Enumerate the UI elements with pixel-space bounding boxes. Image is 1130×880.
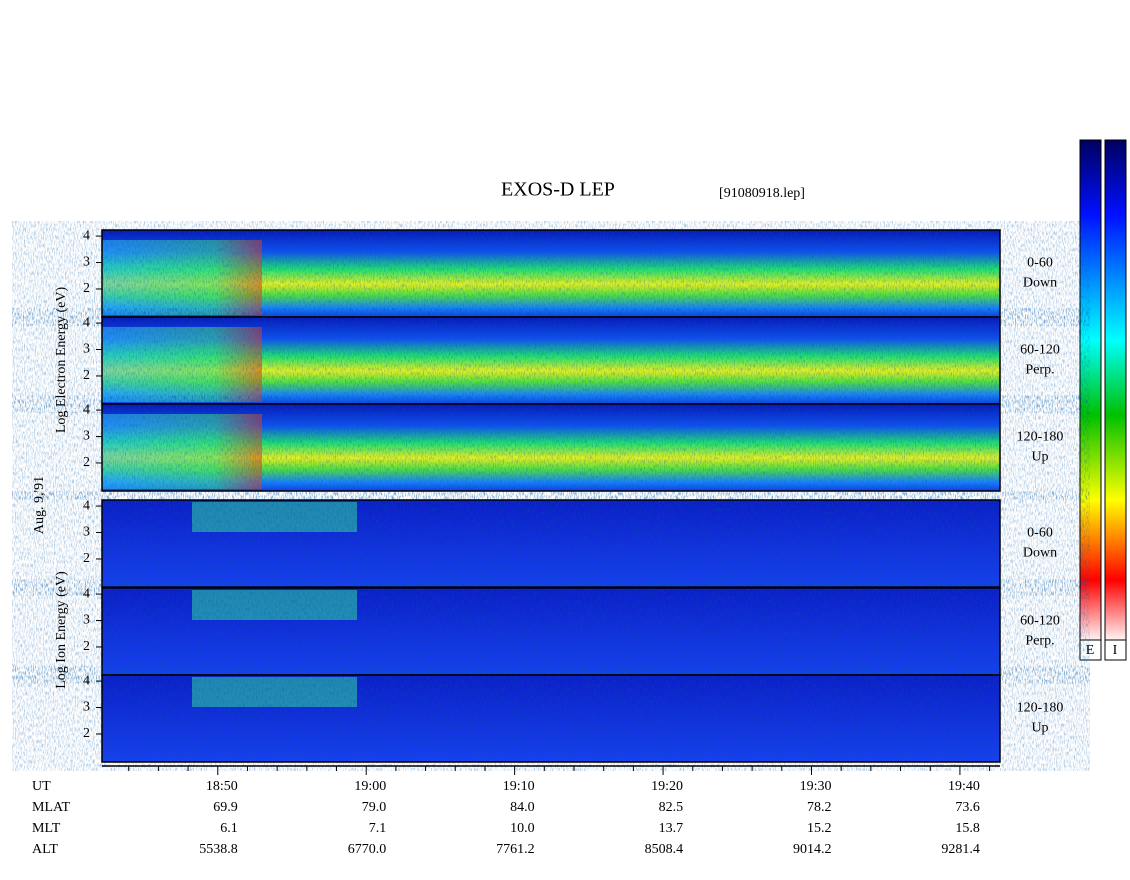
ephemeris-value: 8508.4 bbox=[645, 842, 684, 857]
title: EXOS-D LEP bbox=[501, 179, 615, 201]
spectrogram-noise bbox=[102, 404, 1000, 491]
x-tick-label: 19:00 bbox=[354, 779, 386, 794]
y-tick-label: 3 bbox=[83, 525, 90, 540]
spectrogram-noise bbox=[102, 675, 1000, 762]
x-tick-label: 18:50 bbox=[206, 779, 238, 794]
colorbar-box bbox=[1079, 639, 1102, 661]
x-tick-label: 19:30 bbox=[800, 779, 832, 794]
ephemeris-value: 6770.0 bbox=[348, 842, 387, 857]
ephemeris-name: MLT bbox=[32, 821, 61, 836]
y-tick-label: 2 bbox=[83, 368, 90, 383]
panel-frame bbox=[101, 499, 1001, 588]
colorbar-label: I bbox=[1113, 643, 1118, 658]
spectrogram-noise bbox=[102, 230, 1000, 317]
ephemeris-value: 10.0 bbox=[510, 821, 535, 836]
ephemeris-value: 84.0 bbox=[510, 800, 535, 815]
file-name: [91080918.lep] bbox=[719, 186, 805, 201]
spectrogram-noise bbox=[102, 500, 1000, 587]
y-tick-label: 4 bbox=[83, 402, 90, 417]
ephemeris-name: MLAT bbox=[32, 800, 71, 815]
y-tick-label: 2 bbox=[83, 639, 90, 654]
y-tick-label: 3 bbox=[83, 342, 90, 357]
panel-direction: Up bbox=[1031, 721, 1048, 736]
ephemeris-value: 9014.2 bbox=[793, 842, 832, 857]
panel-direction: Perp. bbox=[1025, 634, 1054, 649]
ephemeris-value: 78.2 bbox=[807, 800, 832, 815]
panel-frame bbox=[101, 674, 1001, 763]
colorbar-label: E bbox=[1086, 643, 1095, 658]
y-axis-label: Log Electron Energy (eV) bbox=[54, 287, 69, 434]
ephemeris-value: 5538.8 bbox=[199, 842, 238, 857]
panel-range: 0-60 bbox=[1027, 526, 1053, 541]
y-tick-label: 3 bbox=[83, 255, 90, 270]
panel-range: 120-180 bbox=[1017, 701, 1064, 716]
y-tick-label: 3 bbox=[83, 613, 90, 628]
ephemeris-value: 69.9 bbox=[213, 800, 238, 815]
x-axis-label: UT bbox=[32, 779, 51, 794]
y-axis-label: Log Ion Energy (eV) bbox=[54, 571, 69, 689]
panel-direction: Down bbox=[1023, 276, 1057, 291]
y-tick-label: 4 bbox=[83, 586, 90, 601]
y-tick-label: 2 bbox=[83, 726, 90, 741]
y-tick-label: 4 bbox=[83, 315, 90, 330]
colorbars: E I bbox=[1079, 139, 1127, 661]
ephemeris-value: 9281.4 bbox=[941, 842, 980, 857]
x-tick-label: 19:20 bbox=[651, 779, 683, 794]
panel-frame bbox=[101, 403, 1001, 492]
panel-direction: Perp. bbox=[1025, 363, 1054, 378]
y-tick-label: 2 bbox=[83, 281, 90, 296]
x-tick-label: 19:40 bbox=[948, 779, 980, 794]
x-tick-label: 19:10 bbox=[503, 779, 535, 794]
ephemeris-value: 15.2 bbox=[807, 821, 832, 836]
ephemeris-value: 79.0 bbox=[362, 800, 387, 815]
y-tick-label: 4 bbox=[83, 498, 90, 513]
panel-range: 60-120 bbox=[1020, 614, 1060, 629]
ephemeris-value: 13.7 bbox=[659, 821, 684, 836]
ephemeris-name: ALT bbox=[32, 842, 58, 857]
spectrogram-noise bbox=[102, 588, 1000, 675]
ephemeris-value: 73.6 bbox=[955, 800, 980, 815]
y-tick-label: 4 bbox=[83, 673, 90, 688]
ephemeris-value: 15.8 bbox=[955, 821, 980, 836]
panel-range: 0-60 bbox=[1027, 256, 1053, 271]
spectrogram-noise bbox=[102, 317, 1000, 404]
y-tick-label: 3 bbox=[83, 700, 90, 715]
y-tick-label: 2 bbox=[83, 551, 90, 566]
colorbar-i bbox=[1104, 139, 1127, 641]
y-axis-label: Aug. 9,'91 bbox=[32, 476, 47, 534]
ephemeris-value: 6.1 bbox=[220, 821, 238, 836]
ephemeris-value: 7.1 bbox=[369, 821, 387, 836]
y-tick-label: 3 bbox=[83, 429, 90, 444]
colorbar-e bbox=[1079, 139, 1102, 641]
y-tick-label: 4 bbox=[83, 228, 90, 243]
panel-range: 60-120 bbox=[1020, 343, 1060, 358]
panel-direction: Up bbox=[1031, 450, 1048, 465]
colorbar-box bbox=[1104, 639, 1127, 661]
panel-direction: Down bbox=[1023, 546, 1057, 561]
ephemeris-value: 82.5 bbox=[659, 800, 684, 815]
ephemeris-value: 7761.2 bbox=[496, 842, 535, 857]
y-tick-label: 2 bbox=[83, 455, 90, 470]
panel-range: 120-180 bbox=[1017, 430, 1064, 445]
